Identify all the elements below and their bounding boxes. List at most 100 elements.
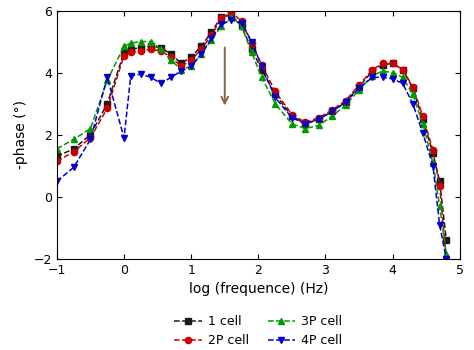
2P cell — [390, 61, 395, 65]
1 cell — [188, 55, 194, 59]
4P cell — [104, 75, 110, 79]
3P cell — [88, 126, 93, 131]
3P cell — [219, 24, 224, 28]
1 cell — [178, 61, 184, 65]
4P cell — [289, 116, 295, 120]
3P cell — [54, 147, 60, 151]
4P cell — [437, 223, 442, 227]
4P cell — [121, 136, 127, 140]
4P cell — [444, 257, 449, 261]
1 cell — [437, 179, 442, 183]
3P cell — [71, 137, 76, 141]
2P cell — [209, 33, 214, 37]
2P cell — [437, 184, 442, 188]
1 cell — [128, 47, 134, 51]
2P cell — [272, 89, 278, 93]
2P cell — [329, 108, 335, 112]
1 cell — [410, 86, 416, 90]
2P cell — [239, 19, 245, 23]
3P cell — [390, 71, 395, 75]
1 cell — [329, 109, 335, 113]
4P cell — [88, 137, 93, 141]
3P cell — [104, 78, 110, 83]
2P cell — [219, 16, 224, 20]
2P cell — [178, 64, 184, 69]
1 cell — [148, 44, 154, 48]
4P cell — [356, 86, 362, 90]
2P cell — [356, 83, 362, 87]
2P cell — [289, 112, 295, 117]
4P cell — [343, 100, 348, 104]
4P cell — [71, 165, 76, 169]
1 cell — [302, 122, 308, 126]
1 cell — [199, 44, 204, 48]
2P cell — [343, 98, 348, 103]
4P cell — [239, 21, 245, 25]
4P cell — [410, 102, 416, 106]
2P cell — [228, 10, 234, 14]
4P cell — [329, 109, 335, 113]
4P cell — [302, 122, 308, 126]
4P cell — [370, 75, 375, 79]
2P cell — [168, 55, 174, 59]
2P cell — [54, 159, 60, 163]
1 cell — [104, 102, 110, 106]
2P cell — [410, 84, 416, 89]
2P cell — [71, 150, 76, 154]
4P cell — [400, 82, 406, 86]
1 cell — [420, 117, 426, 121]
X-axis label: log (frequence) (Hz): log (frequence) (Hz) — [189, 282, 328, 296]
1 cell — [356, 84, 362, 89]
Line: 3P cell: 3P cell — [54, 14, 449, 258]
2P cell — [400, 68, 406, 72]
1 cell — [121, 50, 127, 55]
1 cell — [272, 92, 278, 97]
3P cell — [302, 126, 308, 131]
3P cell — [420, 122, 426, 126]
4P cell — [259, 64, 264, 69]
Line: 1 cell: 1 cell — [54, 12, 449, 244]
1 cell — [228, 13, 234, 17]
3P cell — [209, 38, 214, 42]
2P cell — [128, 50, 134, 55]
3P cell — [178, 68, 184, 72]
2P cell — [188, 58, 194, 62]
2P cell — [444, 257, 449, 261]
2P cell — [138, 49, 144, 53]
2P cell — [249, 41, 255, 45]
3P cell — [259, 75, 264, 79]
2P cell — [316, 116, 321, 120]
4P cell — [219, 22, 224, 27]
2P cell — [370, 68, 375, 72]
4P cell — [158, 82, 164, 86]
1 cell — [289, 114, 295, 118]
4P cell — [228, 18, 234, 22]
3P cell — [380, 69, 385, 73]
3P cell — [158, 47, 164, 51]
Legend: 1 cell, 2P cell, 3P cell, 4P cell: 1 cell, 2P cell, 3P cell, 4P cell — [174, 315, 343, 347]
4P cell — [420, 131, 426, 135]
1 cell — [138, 46, 144, 50]
1 cell — [259, 68, 264, 72]
3P cell — [444, 252, 449, 257]
4P cell — [249, 40, 255, 44]
1 cell — [209, 30, 214, 34]
2P cell — [302, 120, 308, 124]
4P cell — [178, 69, 184, 73]
3P cell — [199, 52, 204, 56]
4P cell — [128, 74, 134, 78]
Line: 2P cell: 2P cell — [54, 9, 449, 262]
3P cell — [430, 161, 436, 165]
2P cell — [259, 63, 264, 67]
2P cell — [430, 148, 436, 152]
4P cell — [380, 75, 385, 79]
3P cell — [239, 24, 245, 28]
4P cell — [54, 179, 60, 183]
3P cell — [289, 122, 295, 126]
4P cell — [390, 77, 395, 81]
1 cell — [158, 46, 164, 50]
3P cell — [356, 88, 362, 92]
1 cell — [54, 154, 60, 159]
3P cell — [343, 103, 348, 107]
1 cell — [380, 63, 385, 67]
